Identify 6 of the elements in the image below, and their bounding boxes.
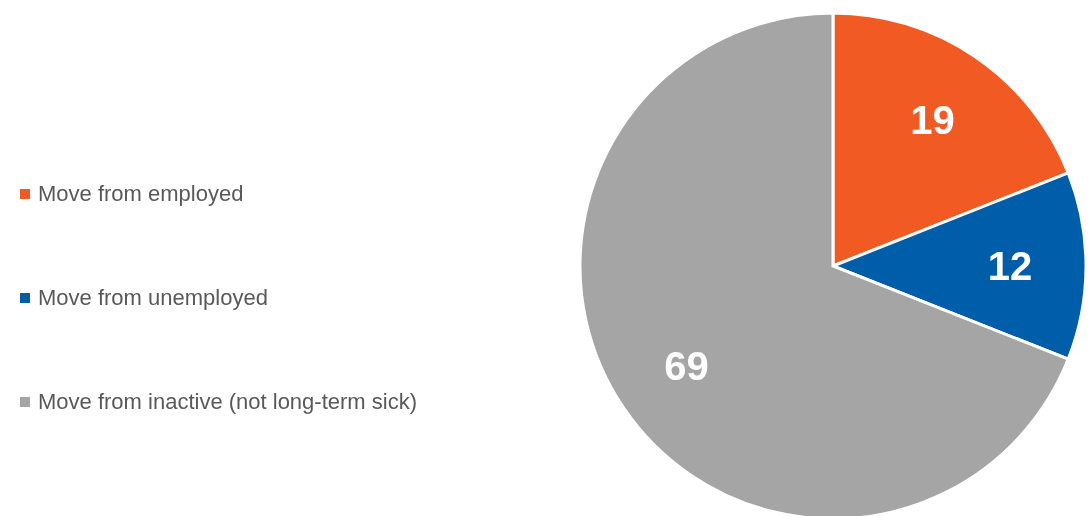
legend-label: Move from inactive (not long-term sick) bbox=[38, 389, 417, 415]
legend-label: Move from employed bbox=[38, 181, 244, 207]
data-label: 12 bbox=[987, 244, 1033, 288]
data-label: 69 bbox=[664, 343, 709, 388]
legend-label: Move from unemployed bbox=[38, 285, 268, 311]
data-label: 19 bbox=[910, 97, 955, 142]
